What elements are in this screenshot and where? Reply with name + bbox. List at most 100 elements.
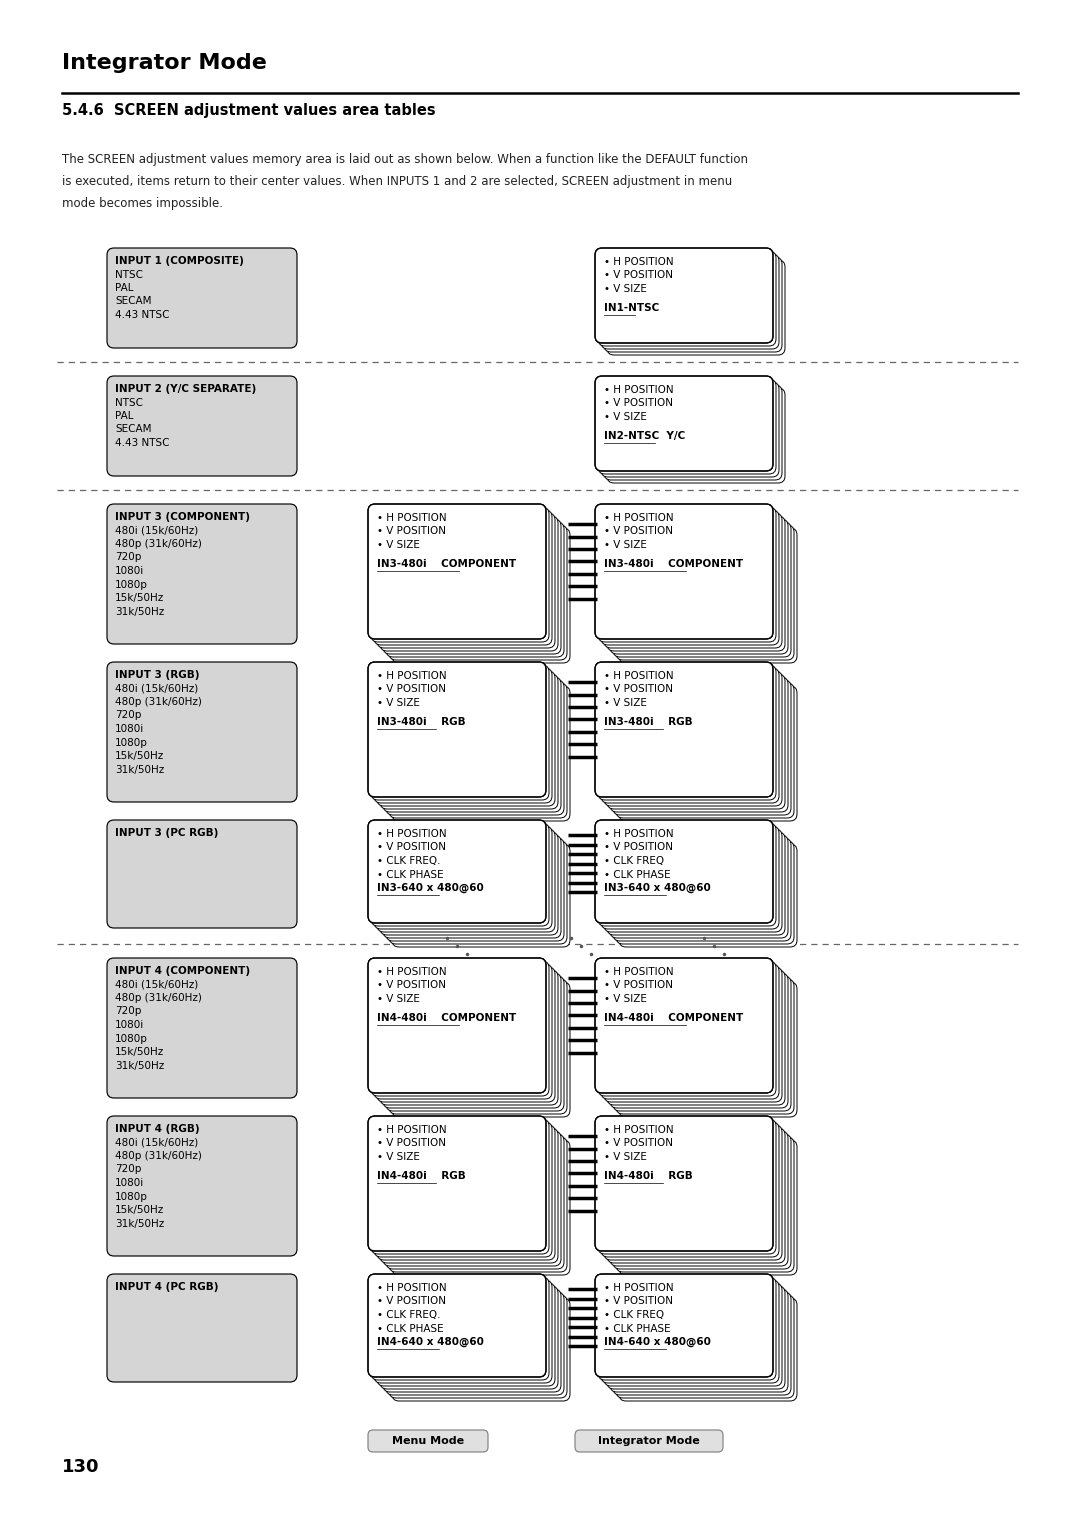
Text: 1080i: 1080i bbox=[114, 724, 145, 733]
FancyBboxPatch shape bbox=[610, 520, 788, 654]
Text: Menu Mode: Menu Mode bbox=[392, 1436, 464, 1445]
Text: 720p: 720p bbox=[114, 553, 141, 562]
Text: • H POSITION: • H POSITION bbox=[604, 671, 674, 681]
Text: • V POSITION: • V POSITION bbox=[377, 1296, 446, 1306]
Text: IN4-480i    COMPONENT: IN4-480i COMPONENT bbox=[377, 1013, 516, 1022]
FancyBboxPatch shape bbox=[386, 976, 564, 1111]
FancyBboxPatch shape bbox=[598, 251, 777, 345]
FancyBboxPatch shape bbox=[598, 961, 777, 1096]
Text: INPUT 1 (COMPOSITE): INPUT 1 (COMPOSITE) bbox=[114, 257, 244, 266]
Text: • H POSITION: • H POSITION bbox=[377, 830, 447, 839]
FancyBboxPatch shape bbox=[600, 510, 779, 645]
FancyBboxPatch shape bbox=[598, 665, 777, 801]
Text: 15k/50Hz: 15k/50Hz bbox=[114, 1047, 164, 1057]
FancyBboxPatch shape bbox=[368, 662, 546, 798]
FancyBboxPatch shape bbox=[595, 504, 773, 639]
FancyBboxPatch shape bbox=[604, 385, 782, 480]
FancyBboxPatch shape bbox=[389, 840, 567, 944]
Text: • H POSITION: • H POSITION bbox=[377, 1125, 447, 1135]
Text: IN4-640 x 480@60: IN4-640 x 480@60 bbox=[604, 1337, 711, 1348]
FancyBboxPatch shape bbox=[600, 382, 779, 477]
FancyBboxPatch shape bbox=[368, 1274, 546, 1377]
FancyBboxPatch shape bbox=[616, 526, 794, 660]
FancyBboxPatch shape bbox=[604, 513, 782, 648]
FancyBboxPatch shape bbox=[368, 958, 546, 1093]
Text: IN3-480i    RGB: IN3-480i RGB bbox=[604, 717, 692, 727]
Text: • H POSITION: • H POSITION bbox=[604, 385, 674, 396]
Text: • V POSITION: • V POSITION bbox=[377, 527, 446, 536]
FancyBboxPatch shape bbox=[610, 834, 788, 938]
Text: • V POSITION: • V POSITION bbox=[377, 842, 446, 853]
FancyBboxPatch shape bbox=[595, 1274, 773, 1377]
FancyBboxPatch shape bbox=[392, 1140, 570, 1274]
FancyBboxPatch shape bbox=[380, 1287, 558, 1389]
Text: 480i (15k/60Hz): 480i (15k/60Hz) bbox=[114, 979, 199, 990]
Text: • H POSITION: • H POSITION bbox=[377, 1284, 447, 1293]
FancyBboxPatch shape bbox=[607, 970, 785, 1105]
Text: 1080i: 1080i bbox=[114, 1178, 145, 1187]
FancyBboxPatch shape bbox=[107, 1274, 297, 1381]
FancyBboxPatch shape bbox=[616, 1296, 794, 1398]
FancyBboxPatch shape bbox=[386, 523, 564, 657]
FancyBboxPatch shape bbox=[392, 983, 570, 1117]
FancyBboxPatch shape bbox=[386, 837, 564, 941]
FancyBboxPatch shape bbox=[386, 680, 564, 814]
FancyBboxPatch shape bbox=[383, 677, 561, 811]
Text: • V SIZE: • V SIZE bbox=[604, 413, 647, 422]
Text: • V POSITION: • V POSITION bbox=[604, 527, 673, 536]
FancyBboxPatch shape bbox=[377, 967, 555, 1102]
Text: 15k/50Hz: 15k/50Hz bbox=[114, 593, 164, 604]
FancyBboxPatch shape bbox=[595, 821, 773, 923]
Text: 1080i: 1080i bbox=[114, 1021, 145, 1030]
FancyBboxPatch shape bbox=[389, 683, 567, 817]
Text: IN3-640 x 480@60: IN3-640 x 480@60 bbox=[377, 883, 484, 894]
FancyBboxPatch shape bbox=[374, 1280, 552, 1383]
FancyBboxPatch shape bbox=[392, 529, 570, 663]
Text: • V SIZE: • V SIZE bbox=[377, 1152, 420, 1161]
Text: IN4-480i    COMPONENT: IN4-480i COMPONENT bbox=[604, 1013, 743, 1022]
Text: 15k/50Hz: 15k/50Hz bbox=[114, 1206, 164, 1215]
Text: • V SIZE: • V SIZE bbox=[604, 995, 647, 1004]
FancyBboxPatch shape bbox=[377, 830, 555, 932]
FancyBboxPatch shape bbox=[107, 376, 297, 477]
Text: • V SIZE: • V SIZE bbox=[377, 698, 420, 707]
Text: SECAM: SECAM bbox=[114, 296, 151, 307]
Text: • H POSITION: • H POSITION bbox=[604, 513, 674, 523]
Text: SECAM: SECAM bbox=[114, 425, 151, 434]
Text: IN3-640 x 480@60: IN3-640 x 480@60 bbox=[604, 883, 711, 894]
Text: INPUT 2 (Y/C SEPARATE): INPUT 2 (Y/C SEPARATE) bbox=[114, 384, 256, 394]
FancyBboxPatch shape bbox=[595, 1115, 773, 1251]
FancyBboxPatch shape bbox=[374, 1122, 552, 1258]
Text: • V SIZE: • V SIZE bbox=[604, 284, 647, 293]
FancyBboxPatch shape bbox=[598, 379, 777, 474]
FancyBboxPatch shape bbox=[604, 830, 782, 932]
FancyBboxPatch shape bbox=[595, 662, 773, 798]
Text: • V SIZE: • V SIZE bbox=[377, 995, 420, 1004]
Text: • H POSITION: • H POSITION bbox=[377, 967, 447, 976]
Text: • H POSITION: • H POSITION bbox=[377, 671, 447, 681]
FancyBboxPatch shape bbox=[607, 388, 785, 483]
Text: 480p (31k/60Hz): 480p (31k/60Hz) bbox=[114, 697, 202, 707]
Text: 720p: 720p bbox=[114, 1164, 141, 1175]
FancyBboxPatch shape bbox=[380, 833, 558, 935]
Text: 31k/50Hz: 31k/50Hz bbox=[114, 1218, 164, 1229]
FancyBboxPatch shape bbox=[619, 843, 797, 947]
Text: • V POSITION: • V POSITION bbox=[604, 270, 673, 281]
Text: The SCREEN adjustment values memory area is laid out as shown below. When a func: The SCREEN adjustment values memory area… bbox=[62, 153, 748, 167]
FancyBboxPatch shape bbox=[107, 662, 297, 802]
Text: IN4-480i    RGB: IN4-480i RGB bbox=[377, 1170, 465, 1181]
FancyBboxPatch shape bbox=[372, 961, 549, 1096]
Text: • V SIZE: • V SIZE bbox=[377, 539, 420, 550]
FancyBboxPatch shape bbox=[392, 843, 570, 947]
Text: • V POSITION: • V POSITION bbox=[604, 1138, 673, 1149]
FancyBboxPatch shape bbox=[613, 1293, 791, 1395]
Text: IN3-480i    RGB: IN3-480i RGB bbox=[377, 717, 465, 727]
FancyBboxPatch shape bbox=[595, 248, 773, 342]
Text: • V POSITION: • V POSITION bbox=[377, 981, 446, 990]
FancyBboxPatch shape bbox=[610, 1131, 788, 1267]
Text: • H POSITION: • H POSITION bbox=[604, 1125, 674, 1135]
Text: INPUT 4 (RGB): INPUT 4 (RGB) bbox=[114, 1125, 200, 1134]
FancyBboxPatch shape bbox=[377, 1125, 555, 1261]
FancyBboxPatch shape bbox=[368, 504, 546, 639]
Text: 480i (15k/60Hz): 480i (15k/60Hz) bbox=[114, 526, 199, 535]
